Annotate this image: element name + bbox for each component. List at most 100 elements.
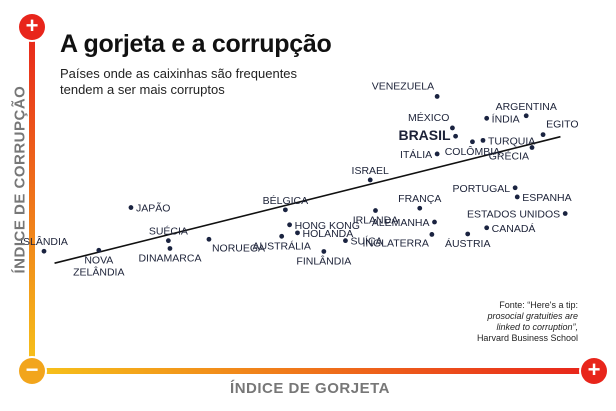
data-point: SUÍÇA	[343, 235, 383, 248]
point-label: ALEMANHA	[372, 217, 430, 229]
point-label: CANADÁ	[492, 222, 536, 235]
point-marker	[128, 205, 134, 210]
point-label: HOLANDA	[302, 228, 353, 240]
point-label: BÉLGICA	[263, 194, 309, 207]
x-axis-label: ÍNDICE DE GORJETA	[230, 380, 390, 397]
point-label: NORUEGA	[212, 242, 265, 254]
subtitle-line: Países onde as caixinhas são frequentes	[60, 66, 298, 81]
point-label: NOVA ZELÂNDIA	[73, 254, 124, 278]
subtitle-line: tendem a ser mais corruptos	[60, 82, 225, 97]
data-point: EGITO	[540, 119, 579, 138]
point-label: ARGENTINA	[496, 101, 557, 113]
data-point: ARGENTINA	[496, 101, 557, 119]
point-marker	[367, 177, 373, 183]
point-label: MÉXICO	[408, 111, 449, 124]
point-label: FRANÇA	[398, 193, 441, 205]
data-point: PORTUGAL	[453, 183, 518, 195]
data-point: HONG KONG	[287, 220, 360, 232]
trend-line	[54, 135, 561, 264]
y-axis-bar	[29, 30, 35, 365]
point-marker	[529, 145, 535, 150]
data-point: ESPANHA	[514, 192, 572, 204]
data-point: ÁUSTRIA	[445, 231, 491, 250]
minus-badge-icon: −	[19, 358, 45, 384]
data-point: BÉLGICA	[263, 194, 309, 213]
point-marker	[321, 249, 327, 254]
point-marker	[540, 132, 546, 138]
chart-title: A gorjeta e a corrupção	[60, 30, 332, 58]
source-line: linked to corruption”,	[496, 322, 578, 332]
point-label: VENEZUELA	[372, 80, 434, 92]
point-marker	[206, 236, 212, 242]
data-point: MÉXICO	[408, 111, 455, 131]
point-label: ISRAEL	[352, 165, 390, 177]
point-label: AUSTRÁLIA	[252, 239, 310, 252]
data-point: SUÉCIA	[149, 225, 188, 244]
point-label: TURQUIA	[488, 135, 535, 147]
source-line: prosocial gratuities are	[487, 311, 578, 321]
data-point: FRANÇA	[398, 193, 441, 211]
point-label: ÁUSTRIA	[445, 237, 491, 250]
point-marker	[373, 208, 378, 213]
point-marker	[470, 139, 475, 145]
source-line: Harvard Business School	[476, 333, 578, 343]
point-marker	[295, 230, 300, 236]
point-marker	[287, 222, 292, 228]
point-label: JAPÃO	[136, 202, 170, 215]
point-label: ITÁLIA	[400, 148, 432, 161]
point-marker	[434, 94, 440, 99]
point-label: ÍNDIA	[492, 112, 520, 125]
data-point: NOVA ZELÂNDIA	[73, 247, 124, 278]
point-label: ESTADOS UNIDOS	[467, 209, 560, 221]
data-point: FINLÂNDIA	[296, 249, 351, 267]
chart-subtitle: Países onde as caixinhas são frequentes …	[60, 66, 350, 98]
point-marker	[167, 246, 173, 251]
data-point: AUSTRÁLIA	[252, 233, 311, 252]
data-point: NORUEGA	[206, 236, 265, 254]
data-point: ESTADOS UNIDOS	[467, 209, 568, 221]
data-point: IRLANDA	[353, 208, 399, 227]
point-marker	[512, 185, 518, 191]
data-point: TURQUIA	[480, 135, 535, 147]
data-point: HOLANDA	[295, 228, 353, 240]
point-marker	[41, 248, 47, 254]
y-axis-label: ÍNDICE DE CORRUPÇÃO	[11, 85, 29, 274]
point-marker	[523, 113, 529, 119]
point-marker	[484, 225, 490, 231]
data-point: BRASIL	[398, 127, 458, 143]
point-marker	[343, 238, 348, 244]
point-label: HONG KONG	[295, 220, 360, 232]
plus-badge-icon: +	[581, 358, 607, 384]
point-marker	[282, 207, 288, 213]
data-point: ISRAEL	[352, 165, 390, 183]
data-point: DINAMARCA	[138, 246, 201, 264]
data-point: ISLÂNDIA	[20, 235, 68, 254]
point-label: ISLÂNDIA	[20, 235, 68, 248]
data-point: ALEMANHA	[372, 217, 437, 229]
point-label: EGITO	[546, 119, 578, 131]
point-label: FINLÂNDIA	[296, 254, 351, 267]
data-point: JAPÃO	[128, 202, 170, 215]
point-marker	[465, 231, 471, 237]
x-axis-bar	[36, 368, 586, 374]
point-label: COLÔMBIA	[445, 145, 500, 158]
point-marker	[96, 247, 102, 253]
data-point: INGLATERRA	[363, 232, 435, 249]
point-label: BRASIL	[398, 127, 451, 143]
point-marker	[417, 205, 423, 211]
point-label: IRLANDA	[353, 215, 399, 227]
point-label: GRÉCIA	[489, 150, 529, 163]
point-label: DINAMARCA	[138, 252, 201, 264]
data-point: COLÔMBIA	[445, 139, 500, 158]
point-label: ESPANHA	[522, 192, 571, 204]
plus-badge-icon: +	[19, 14, 45, 40]
point-marker	[453, 133, 458, 139]
point-marker	[165, 238, 171, 244]
point-label: PORTUGAL	[453, 183, 511, 195]
point-marker	[514, 194, 520, 200]
point-marker	[450, 125, 455, 131]
data-point: CANADÁ	[484, 222, 535, 235]
point-marker	[432, 219, 437, 225]
point-label: SUÍÇA	[350, 235, 382, 248]
